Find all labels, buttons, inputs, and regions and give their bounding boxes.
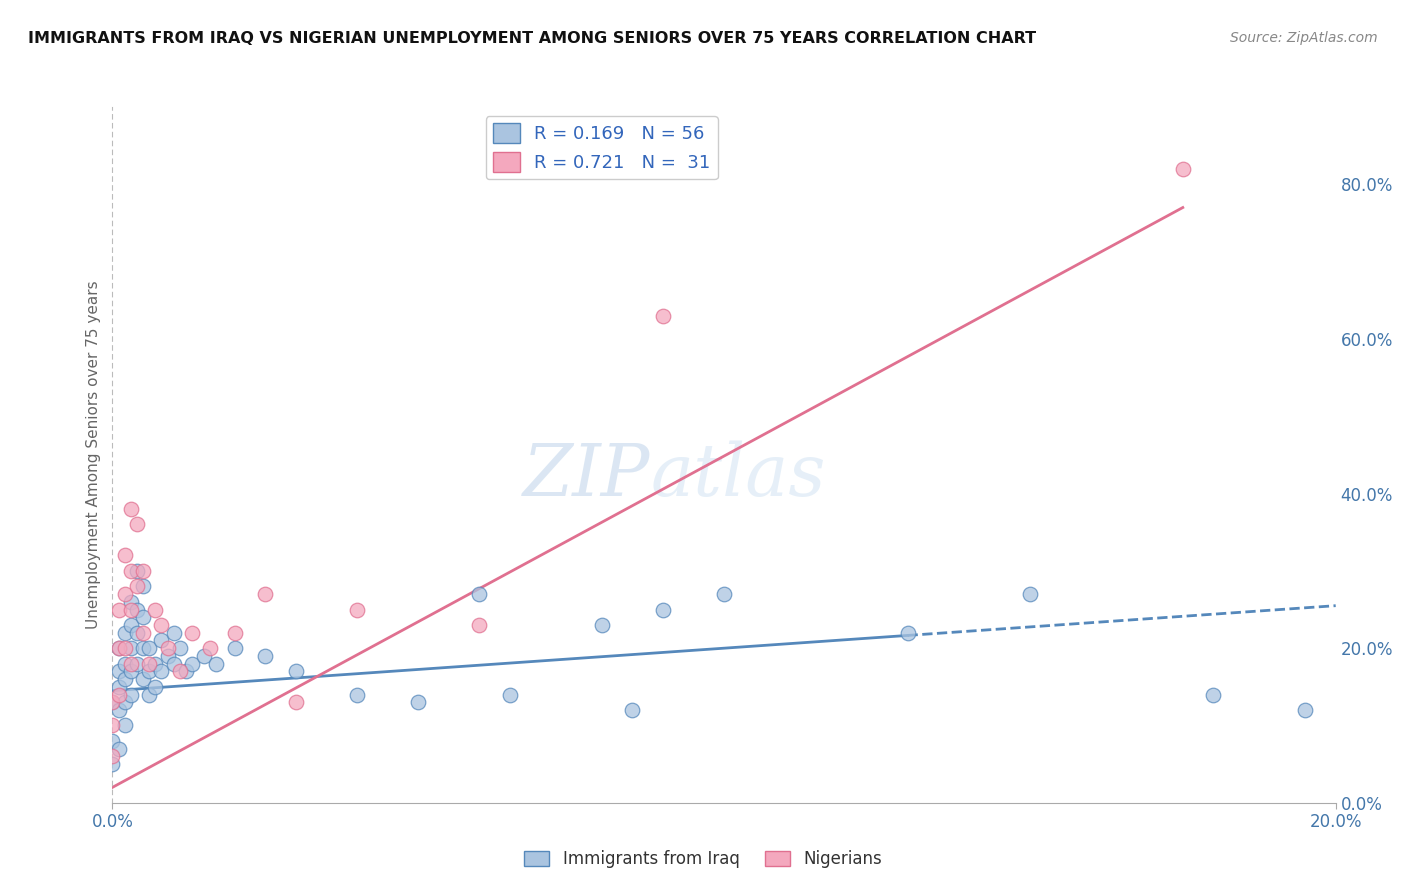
Point	[101, 695, 124, 709]
Point	[138, 688, 160, 702]
Point	[120, 595, 142, 609]
Point	[181, 625, 204, 640]
Point	[156, 641, 179, 656]
Point	[107, 665, 129, 679]
Point	[284, 695, 308, 709]
Y-axis label: Unemployment Among Seniors over 75 years: Unemployment Among Seniors over 75 years	[86, 281, 101, 629]
Point	[125, 602, 148, 616]
Point	[150, 665, 173, 679]
Point	[254, 648, 277, 663]
Point	[125, 517, 148, 532]
Point	[621, 703, 644, 717]
Point	[107, 680, 129, 694]
Point	[468, 618, 491, 632]
Point	[120, 665, 142, 679]
Point	[114, 695, 136, 709]
Point	[107, 703, 129, 717]
Point	[120, 564, 142, 578]
Point	[169, 665, 191, 679]
Point	[125, 657, 148, 671]
Point	[193, 648, 215, 663]
Point	[591, 618, 613, 632]
Point	[224, 625, 246, 640]
Point	[132, 579, 155, 593]
Point	[101, 749, 124, 764]
Text: ZIP: ZIP	[523, 441, 651, 511]
Point	[897, 625, 920, 640]
Point	[156, 648, 179, 663]
Legend: R = 0.169   N = 56, R = 0.721   N =  31: R = 0.169 N = 56, R = 0.721 N = 31	[485, 116, 718, 179]
Point	[114, 672, 136, 686]
Point	[125, 564, 148, 578]
Point	[499, 688, 522, 702]
Point	[1018, 587, 1040, 601]
Point	[205, 657, 228, 671]
Point	[1202, 688, 1225, 702]
Point	[120, 657, 142, 671]
Point	[101, 718, 124, 732]
Point	[408, 695, 430, 709]
Point	[107, 741, 129, 756]
Point	[284, 665, 308, 679]
Point	[114, 641, 136, 656]
Point	[652, 602, 675, 616]
Point	[143, 657, 166, 671]
Point	[101, 734, 124, 748]
Point	[125, 625, 148, 640]
Point	[200, 641, 222, 656]
Point	[107, 641, 129, 656]
Point	[101, 757, 124, 772]
Point	[150, 633, 173, 648]
Point	[468, 587, 491, 601]
Point	[138, 657, 160, 671]
Point	[143, 602, 166, 616]
Point	[143, 680, 166, 694]
Point	[138, 641, 160, 656]
Point	[120, 502, 142, 516]
Point	[1171, 161, 1194, 176]
Point	[120, 618, 142, 632]
Text: IMMIGRANTS FROM IRAQ VS NIGERIAN UNEMPLOYMENT AMONG SENIORS OVER 75 YEARS CORREL: IMMIGRANTS FROM IRAQ VS NIGERIAN UNEMPLO…	[28, 31, 1036, 46]
Point	[346, 688, 368, 702]
Text: Source: ZipAtlas.com: Source: ZipAtlas.com	[1230, 31, 1378, 45]
Point	[713, 587, 735, 601]
Point	[114, 625, 136, 640]
Point	[101, 695, 124, 709]
Point	[652, 309, 675, 323]
Point	[150, 618, 173, 632]
Point	[132, 625, 155, 640]
Point	[169, 641, 191, 656]
Point	[107, 688, 129, 702]
Point	[132, 672, 155, 686]
Point	[120, 641, 142, 656]
Point	[132, 564, 155, 578]
Point	[120, 602, 142, 616]
Point	[174, 665, 197, 679]
Point	[132, 641, 155, 656]
Point	[138, 665, 160, 679]
Point	[1294, 703, 1316, 717]
Point	[107, 602, 129, 616]
Point	[114, 718, 136, 732]
Point	[120, 688, 142, 702]
Point	[346, 602, 368, 616]
Point	[114, 549, 136, 563]
Point	[163, 657, 186, 671]
Point	[114, 657, 136, 671]
Point	[132, 610, 155, 624]
Point	[224, 641, 246, 656]
Text: atlas: atlas	[651, 441, 827, 511]
Legend: Immigrants from Iraq, Nigerians: Immigrants from Iraq, Nigerians	[517, 844, 889, 875]
Point	[114, 587, 136, 601]
Point	[254, 587, 277, 601]
Point	[107, 641, 129, 656]
Point	[181, 657, 204, 671]
Point	[163, 625, 186, 640]
Point	[125, 579, 148, 593]
